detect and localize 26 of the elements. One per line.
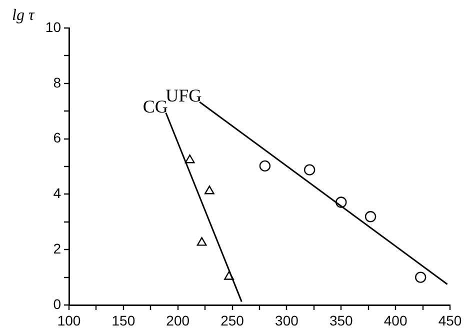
y-tick-label: 0: [53, 296, 62, 312]
series-label: UFG: [166, 86, 202, 106]
y-tick-label: 4: [53, 185, 62, 202]
point: [259, 160, 271, 172]
y-tick-label: 8: [53, 74, 62, 90]
y-tick-label: 10: [45, 18, 62, 35]
series-label: CG: [142, 96, 168, 116]
x-tick-label: 100: [57, 312, 81, 328]
point: [415, 272, 426, 283]
x-tick-label: 250: [220, 312, 244, 328]
x-tick-label: 150: [112, 312, 136, 328]
y-axis-title: lg τ: [12, 7, 36, 24]
y-tick-label: 2: [53, 240, 62, 256]
x-tick-label: 400: [384, 312, 408, 328]
point: [184, 154, 195, 164]
x-tick-label: 450: [438, 312, 462, 328]
point: [204, 186, 214, 194]
x-tick-label: 300: [275, 312, 299, 328]
x-tick-label: 200: [166, 312, 190, 328]
point: [224, 271, 234, 280]
point: [364, 211, 376, 222]
point: [336, 196, 347, 208]
y-tick-label: 6: [53, 130, 62, 146]
point: [196, 237, 207, 246]
point: [304, 164, 316, 176]
x-tick-label: 350: [329, 312, 354, 328]
